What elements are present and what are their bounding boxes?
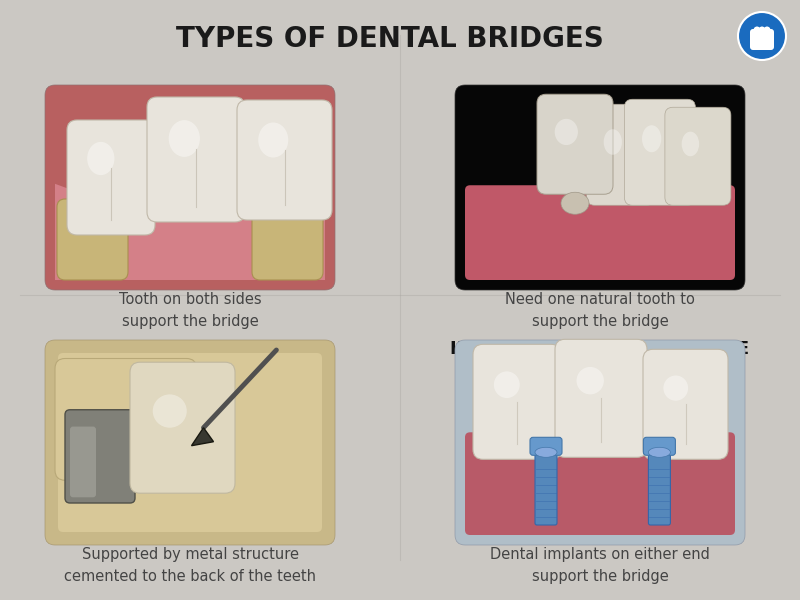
Ellipse shape <box>535 448 557 457</box>
Ellipse shape <box>648 448 670 457</box>
Ellipse shape <box>565 427 635 457</box>
Ellipse shape <box>633 427 702 457</box>
FancyBboxPatch shape <box>586 104 654 205</box>
FancyBboxPatch shape <box>643 349 728 460</box>
Text: IMPLANT-SUPPORTED BRIDGE: IMPLANT-SUPPORTED BRIDGE <box>450 340 750 358</box>
FancyBboxPatch shape <box>465 185 735 280</box>
Text: TYPES OF DENTAL BRIDGES: TYPES OF DENTAL BRIDGES <box>176 25 604 53</box>
Text: Dental implants on either end
support the bridge: Dental implants on either end support th… <box>490 547 710 584</box>
Polygon shape <box>55 178 325 280</box>
FancyBboxPatch shape <box>45 85 335 290</box>
Polygon shape <box>191 428 214 446</box>
Circle shape <box>758 26 766 34</box>
Text: Need one natural tooth to
support the bridge: Need one natural tooth to support the br… <box>505 292 695 329</box>
FancyBboxPatch shape <box>45 340 335 545</box>
Circle shape <box>763 26 770 34</box>
Ellipse shape <box>604 129 622 155</box>
FancyBboxPatch shape <box>643 437 675 455</box>
Ellipse shape <box>561 192 589 214</box>
FancyBboxPatch shape <box>237 100 332 220</box>
Text: MARYLAND BRIDGE: MARYLAND BRIDGE <box>92 340 288 358</box>
FancyBboxPatch shape <box>665 107 731 205</box>
FancyBboxPatch shape <box>252 199 323 280</box>
Circle shape <box>754 26 761 34</box>
Ellipse shape <box>153 394 186 428</box>
Text: CANTILEVER BRIDGE: CANTILEVER BRIDGE <box>497 85 703 103</box>
FancyBboxPatch shape <box>455 85 745 290</box>
FancyBboxPatch shape <box>455 340 745 545</box>
FancyBboxPatch shape <box>57 199 128 280</box>
FancyBboxPatch shape <box>473 344 561 460</box>
Ellipse shape <box>258 122 288 157</box>
Ellipse shape <box>498 427 567 457</box>
Ellipse shape <box>494 371 520 398</box>
FancyBboxPatch shape <box>70 427 96 497</box>
FancyBboxPatch shape <box>555 340 647 457</box>
FancyBboxPatch shape <box>537 94 613 194</box>
Ellipse shape <box>87 142 114 175</box>
Ellipse shape <box>169 120 200 157</box>
FancyBboxPatch shape <box>648 438 670 525</box>
Ellipse shape <box>663 376 688 401</box>
Circle shape <box>738 12 786 60</box>
Ellipse shape <box>554 119 578 145</box>
FancyBboxPatch shape <box>535 438 557 525</box>
Text: Tooth on both sides
support the bridge: Tooth on both sides support the bridge <box>118 292 262 329</box>
Text: TRADITIONAL BRIDGE: TRADITIONAL BRIDGE <box>81 85 299 103</box>
FancyBboxPatch shape <box>130 362 235 493</box>
Ellipse shape <box>642 125 662 152</box>
FancyBboxPatch shape <box>58 353 322 532</box>
Text: Supported by metal structure
cemented to the back of the teeth: Supported by metal structure cemented to… <box>64 547 316 584</box>
FancyBboxPatch shape <box>65 410 135 503</box>
FancyBboxPatch shape <box>624 99 695 205</box>
FancyBboxPatch shape <box>55 358 197 480</box>
Ellipse shape <box>577 367 604 394</box>
FancyBboxPatch shape <box>67 120 155 235</box>
Ellipse shape <box>682 131 699 156</box>
FancyBboxPatch shape <box>750 29 774 50</box>
FancyBboxPatch shape <box>465 432 735 535</box>
FancyBboxPatch shape <box>530 437 562 455</box>
FancyBboxPatch shape <box>147 97 245 222</box>
